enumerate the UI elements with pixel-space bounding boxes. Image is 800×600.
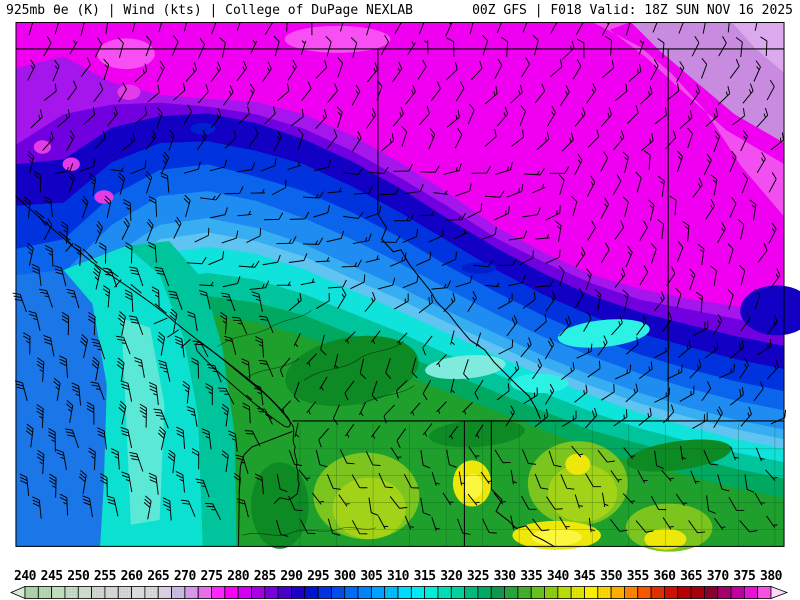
colorbar-tick: 360	[653, 569, 676, 584]
colorbar-tick: 370	[706, 569, 729, 584]
colorbar-swatch	[211, 586, 226, 599]
colorbar-tick: 315	[413, 569, 436, 584]
colorbar-swatch	[397, 586, 412, 599]
wind-barbs	[23, 172, 777, 290]
colorbar-tick: 295	[307, 569, 330, 584]
colorbar-tick: 300	[333, 569, 356, 584]
model-valid-time: 00Z GFS | F018 Valid: 18Z SUN NOV 16 202…	[472, 3, 793, 18]
colorbar-tick: 350	[600, 569, 623, 584]
colorbar	[0, 585, 800, 600]
colorbar-tick: 320	[440, 569, 463, 584]
wind-barbs	[19, 404, 787, 521]
colorbar-tick: 325	[466, 569, 489, 584]
colorbar-tick: 335	[520, 569, 543, 584]
colorbar-tick: 355	[626, 569, 649, 584]
colorbar-swatch	[610, 586, 625, 599]
colorbar-swatch	[450, 586, 466, 599]
colorbar-swatch	[370, 586, 386, 599]
colorbar-swatch	[237, 586, 252, 599]
colorbar-swatch	[530, 586, 545, 599]
colorbar-swatch	[24, 586, 39, 599]
colorbar-tick-labels: 240 245 250 255 260 265 270 275 280 285 290 295 300 3…	[0, 569, 800, 585]
colorbar-tick: 265	[147, 569, 170, 584]
colorbar-tick: 270	[173, 569, 196, 584]
colorbar-swatch	[104, 586, 119, 599]
colorbar-tick: 345	[573, 569, 596, 584]
colorbar-tick: 375	[733, 569, 756, 584]
colorbar-arrow-left	[9, 585, 26, 600]
colorbar-tick: 305	[360, 569, 383, 584]
wind-barbs	[27, 103, 784, 201]
theta-e-map	[0, 22, 800, 568]
colorbar-tick: 310	[387, 569, 409, 584]
colorbar-tick: 285	[253, 569, 276, 584]
colorbar-swatch	[477, 586, 492, 599]
colorbar-swatch	[184, 586, 199, 599]
wind-barbs	[14, 335, 779, 449]
colorbar-swatch	[557, 586, 572, 599]
title-bar: 925mb θe (K) | Wind (kts) | College of D…	[0, 0, 800, 22]
wind-barbs	[12, 264, 781, 380]
colorbar-swatch	[131, 586, 146, 599]
colorbar-tick: 245	[40, 569, 63, 584]
wind-barbs	[205, 498, 778, 537]
colorbar-arrow-right	[770, 585, 789, 600]
colorbar-tick: 240	[14, 569, 36, 584]
colorbar-tick: 380	[760, 569, 782, 584]
colorbar-tick: 330	[493, 569, 516, 584]
colorbar-swatch	[344, 586, 359, 599]
colorbar-swatch	[504, 586, 519, 599]
wind-barbs	[27, 22, 775, 129]
colorbar-tick: 340	[546, 569, 569, 584]
colorbar-swatch	[77, 586, 93, 599]
colorbar-tick: 260	[120, 569, 143, 584]
colorbar-swatch	[743, 586, 759, 599]
colorbar-swatch	[51, 586, 66, 599]
colorbar-swatch	[264, 586, 279, 599]
colorbar-tick: 250	[67, 569, 90, 584]
colorbar-swatch	[291, 586, 306, 599]
colorbar-swatch	[157, 586, 172, 599]
colorbar-swatch	[317, 586, 332, 599]
colorbar-swatch	[664, 586, 679, 599]
colorbar-swatch	[717, 586, 732, 599]
colorbar-swatches	[9, 585, 789, 600]
colorbar-tick: 275	[200, 569, 223, 584]
map-canvas	[12, 22, 800, 552]
colorbar-tick: 255	[93, 569, 116, 584]
colorbar-swatch	[690, 586, 705, 599]
colorbar-tick: 290	[280, 569, 303, 584]
colorbar-swatch	[584, 586, 599, 599]
colorbar-swatch	[637, 586, 652, 599]
colorbar-tick: 365	[680, 569, 703, 584]
product-title: 925mb θe (K) | Wind (kts) | College of D…	[6, 3, 413, 18]
colorbar-swatch	[424, 586, 439, 599]
colorbar-tick: 280	[227, 569, 250, 584]
